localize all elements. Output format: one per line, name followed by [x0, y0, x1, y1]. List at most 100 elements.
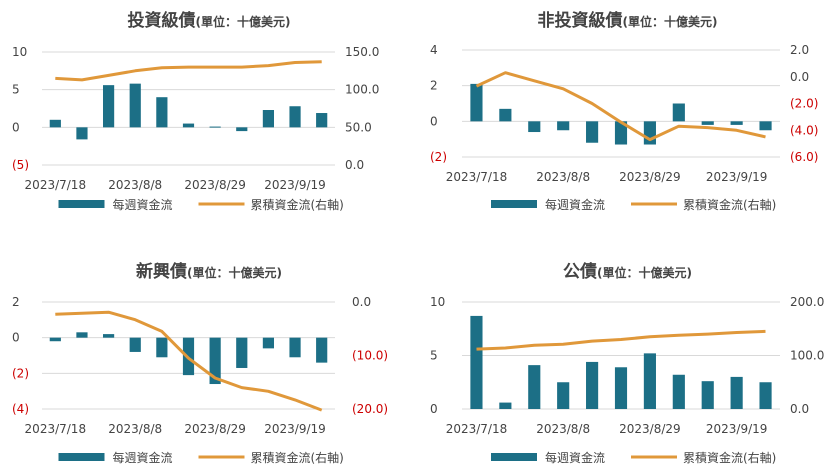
y-left-tick-label: 4: [430, 43, 438, 57]
y-left-tick-label: (4): [12, 402, 29, 416]
y-right-tick-label: 0.0: [790, 402, 809, 416]
y-left-tick-label: 0: [12, 331, 20, 345]
x-tick-label: 2023/7/18: [25, 178, 87, 192]
bar: [262, 110, 275, 128]
chart-title-unit: (單位：十億美元): [597, 266, 692, 280]
x-tick-label: 2023/8/29: [184, 178, 246, 192]
y-right-tick-label: (20.0): [352, 402, 388, 416]
y-left-tick-label: 2: [12, 295, 20, 309]
legend-line-label: 累積資金流(右軸): [683, 197, 776, 212]
x-tick-label: 2023/7/18: [446, 170, 508, 184]
chart-svg: 4 2 0 (2) 2.0 0.0 (2.0) (4.0) (6.0) 2023/7/18 2023…: [430, 43, 818, 212]
cumulative-line: [55, 310, 323, 412]
bar: [730, 121, 743, 125]
bar: [316, 113, 328, 128]
y-left-tick-label: (2): [430, 150, 447, 164]
y-left-tick-label: 10: [430, 295, 445, 309]
panel-government: 公債(單位：十億美元) 10 5 0 200.0 100.0 0.0 2023/7/18 20…: [418, 234, 837, 468]
chart-title: 新興債(單位：十億美元): [0, 257, 418, 282]
x-tick-label: 2023/9/19: [264, 422, 326, 436]
bar: [316, 337, 328, 363]
x-tick-label: 2023/9/19: [706, 422, 768, 436]
bar: [209, 337, 221, 385]
legend-bar-swatch: [491, 453, 537, 461]
bar: [49, 337, 61, 342]
bar: [643, 353, 656, 409]
chart-title-main: 公債: [563, 262, 597, 282]
x-tick-label: 2023/9/19: [706, 170, 768, 184]
bar: [614, 121, 628, 145]
bar: [102, 334, 115, 338]
bar: [528, 365, 541, 409]
chart-svg: 2 0 (2) (4) 0.0 (10.0) (20.0) 2023/7/18 2023/8/8…: [12, 295, 388, 465]
x-tick-label: 2023/8/8: [536, 422, 590, 436]
y-left-tick-label: 0: [430, 402, 438, 416]
legend-bar-label: 每週資金流: [545, 197, 605, 212]
y-left-tick-label: 2: [430, 79, 438, 93]
y-right-tick-label: 0.0: [352, 295, 371, 309]
bar: [730, 376, 743, 409]
bar: [701, 381, 714, 409]
cumulative-line: [475, 71, 766, 142]
chart-svg: 10 5 0 (5) 150.0 100.0 50.0 0.0 2023/7/18 2023/8/…: [12, 45, 379, 212]
chart-title: 非投資級債(單位：十億美元): [418, 6, 837, 31]
bar: [557, 121, 570, 131]
y-left-tick-label: 0: [430, 114, 438, 128]
bar: [49, 119, 61, 128]
bar: [672, 374, 685, 409]
y-right-tick-label: 100.0: [345, 83, 379, 97]
bar: [759, 382, 772, 409]
y-right-tick-label: (4.0): [790, 123, 818, 137]
chart-title: 投資級債(單位：十億美元): [0, 6, 418, 31]
y-right-tick-label: 0.0: [345, 158, 364, 172]
chart-title-main: 新興債: [136, 262, 187, 282]
y-right-tick-label: 200.0: [790, 295, 824, 309]
chart-title-unit: (單位：十億美元): [195, 15, 291, 29]
bar: [76, 332, 88, 338]
bar: [76, 127, 88, 140]
bar: [557, 382, 570, 409]
legend-bar-swatch: [58, 453, 105, 461]
bar: [470, 83, 483, 122]
y-right-tick-label: (6.0): [790, 150, 818, 164]
bar: [182, 123, 195, 128]
chart-title-unit: (單位：十億美元): [622, 15, 718, 29]
y-left-tick-label: 5: [12, 83, 20, 97]
x-tick-label: 2023/9/19: [264, 178, 326, 192]
panel-investment-grade: 投資級債(單位：十億美元) 10 5 0 (5) 150.0 100.0 50.0 0.0 20…: [0, 0, 418, 234]
x-tick-label: 2023/8/8: [536, 170, 590, 184]
panel-emerging-market: 新興債(單位：十億美元) 2 0 (2) (4) 0.0 (10.0) (20.0) 2023…: [0, 234, 418, 468]
y-right-tick-label: 0.0: [790, 70, 809, 84]
bar: [672, 103, 685, 122]
chart-svg: 10 5 0 200.0 100.0 0.0 2023/7/18 2023/8/8 2023/8…: [430, 295, 824, 465]
x-tick-label: 2023/8/29: [619, 170, 681, 184]
y-right-tick-label: (10.0): [352, 349, 388, 363]
legend-line-label: 累積資金流(右軸): [251, 450, 344, 465]
y-left-tick-label: (5): [12, 158, 29, 172]
bar: [470, 315, 483, 409]
x-tick-label: 2023/8/8: [108, 178, 162, 192]
bar: [701, 121, 714, 125]
x-tick-label: 2023/8/29: [619, 422, 681, 436]
y-left-tick-label: 10: [12, 45, 27, 59]
cumulative-line: [476, 329, 766, 351]
bar: [209, 126, 221, 128]
bar: [236, 127, 248, 132]
chart-title-unit: (單位：十億美元): [187, 266, 282, 280]
bar: [759, 121, 772, 131]
bar: [156, 337, 168, 358]
y-right-tick-label: 150.0: [345, 45, 379, 59]
legend-bar-label: 每週資金流: [113, 450, 173, 465]
y-left-tick-label: 5: [430, 349, 438, 363]
bar: [614, 367, 628, 409]
legend-line-label: 累積資金流(右軸): [251, 197, 344, 212]
chart-title-main: 投資級債: [127, 11, 196, 31]
legend-bar-label: 每週資金流: [545, 450, 605, 465]
bar: [102, 85, 115, 128]
bar: [586, 121, 599, 143]
y-left-tick-label: 0: [12, 120, 20, 134]
legend-bar-swatch: [58, 200, 105, 208]
x-tick-label: 2023/8/8: [108, 422, 162, 436]
x-tick-label: 2023/7/18: [25, 422, 87, 436]
